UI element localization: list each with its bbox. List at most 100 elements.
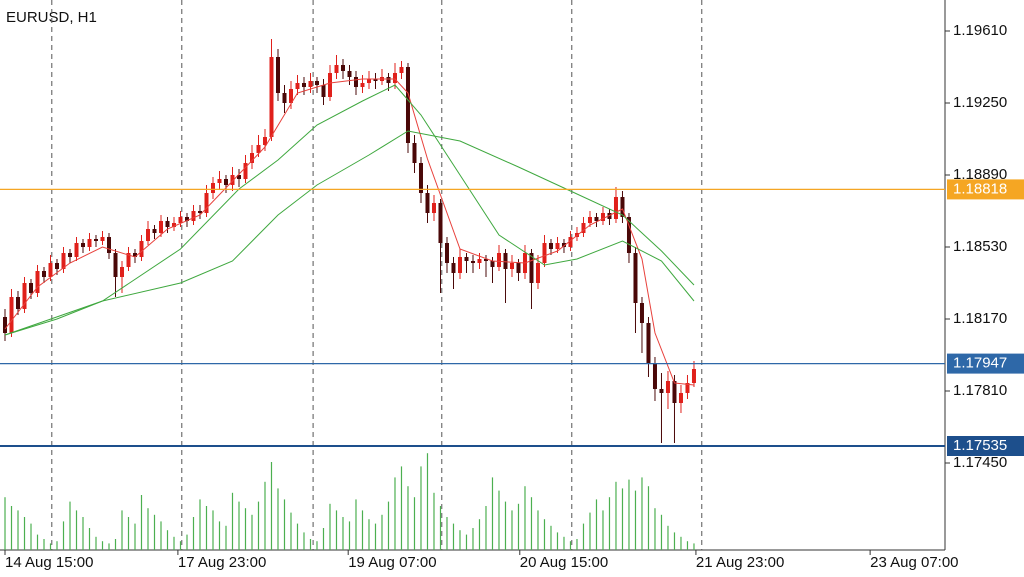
candle-body: [87, 239, 92, 247]
candle-body: [139, 241, 144, 257]
candle-body: [542, 243, 547, 263]
candle-body: [236, 175, 241, 179]
candle-body: [29, 283, 34, 293]
x-tick-label: 19 Aug 07:00: [348, 554, 436, 571]
candle-body: [74, 243, 79, 257]
candle-body: [516, 263, 521, 273]
candle-body: [3, 317, 8, 333]
candle-body: [191, 211, 196, 221]
chart-title: EURUSD, H1: [6, 9, 97, 26]
y-tick-label: 1.17810: [953, 382, 1007, 399]
candle-body: [373, 79, 378, 81]
candle-body: [327, 73, 332, 97]
x-tick-label: 23 Aug 07:00: [870, 554, 958, 571]
candle-body: [457, 257, 462, 273]
candle-body: [243, 163, 248, 179]
level-label-box: [947, 436, 1024, 456]
candle-body: [412, 143, 417, 163]
candle-body: [548, 243, 553, 249]
candle-body: [275, 57, 280, 93]
y-tick-label: 1.19610: [953, 22, 1007, 39]
candle-body: [145, 229, 150, 241]
candle-body: [587, 217, 592, 223]
candle-body: [288, 89, 293, 103]
level-label-box: [947, 353, 1024, 374]
candle-body: [113, 253, 118, 277]
candle-body: [386, 77, 391, 83]
candle-body: [81, 243, 86, 247]
candle-body: [568, 237, 573, 247]
candle-body: [308, 81, 313, 87]
candle-body: [672, 381, 677, 403]
candle-body: [470, 261, 475, 263]
candle-body: [16, 297, 21, 309]
y-tick-label: 1.19250: [953, 94, 1007, 111]
x-tick-label: 21 Aug 23:00: [696, 554, 784, 571]
candle-body: [282, 93, 287, 103]
candle-body: [184, 217, 189, 221]
candle-body: [464, 257, 469, 261]
candle-body: [639, 303, 644, 323]
candle-body: [35, 271, 40, 293]
candle-body: [555, 243, 560, 249]
candle-body: [321, 85, 326, 97]
candle-body: [295, 83, 300, 89]
candle-body: [42, 271, 47, 277]
candle-body: [483, 259, 488, 261]
candle-body: [133, 253, 137, 257]
x-tick-label: 17 Aug 23:00: [178, 554, 266, 571]
candle-body: [48, 263, 53, 277]
level-label: 1.17947: [953, 355, 1007, 372]
candle-body: [347, 71, 352, 77]
candle-body: [451, 263, 456, 273]
level-label-box: [947, 179, 1024, 200]
candle-body: [477, 259, 482, 263]
x-tick-label: 20 Aug 15:00: [520, 554, 608, 571]
candle-body: [438, 203, 443, 243]
candle-body: [646, 323, 651, 363]
moving-average: [4, 130, 695, 336]
candle-body: [607, 213, 612, 219]
candle-body: [405, 67, 410, 143]
y-tick-label: 1.17450: [953, 454, 1007, 471]
y-tick-label: 1.18170: [953, 310, 1007, 327]
level-label: 1.18818: [953, 180, 1007, 197]
candle-body: [444, 243, 449, 263]
level-label: 1.17535: [953, 437, 1007, 454]
candle-body: [496, 253, 501, 267]
candle-body: [158, 221, 163, 233]
y-tick-label: 1.18530: [953, 238, 1007, 255]
candle-body: [334, 65, 339, 73]
candle-body: [392, 73, 397, 83]
candle-body: [652, 363, 657, 389]
candle-body: [249, 153, 254, 163]
candle-body: [126, 253, 131, 267]
candle-body: [353, 77, 358, 87]
candle-body: [107, 237, 112, 253]
y-tick-label: 1.18890: [953, 166, 1007, 183]
candle-body: [425, 193, 430, 213]
candle-body: [360, 83, 365, 87]
candle-body: [230, 175, 235, 185]
candle-body: [399, 67, 404, 73]
candle-body: [678, 393, 683, 403]
candle-body: [691, 369, 696, 383]
candle-body: [94, 239, 99, 241]
candle-body: [22, 283, 27, 309]
candle-body: [600, 213, 605, 221]
candle-body: [165, 221, 170, 227]
candle-body: [269, 57, 274, 137]
candle-body: [685, 383, 690, 393]
candle-body: [120, 267, 125, 277]
candle-body: [314, 81, 319, 85]
candle-body: [626, 217, 631, 253]
candle-body: [210, 183, 215, 193]
candle-body: [9, 297, 14, 333]
candle-body: [659, 389, 664, 393]
candle-body: [204, 193, 209, 213]
candle-body: [418, 163, 423, 193]
candle-body: [665, 381, 670, 393]
candle-body: [100, 237, 105, 241]
